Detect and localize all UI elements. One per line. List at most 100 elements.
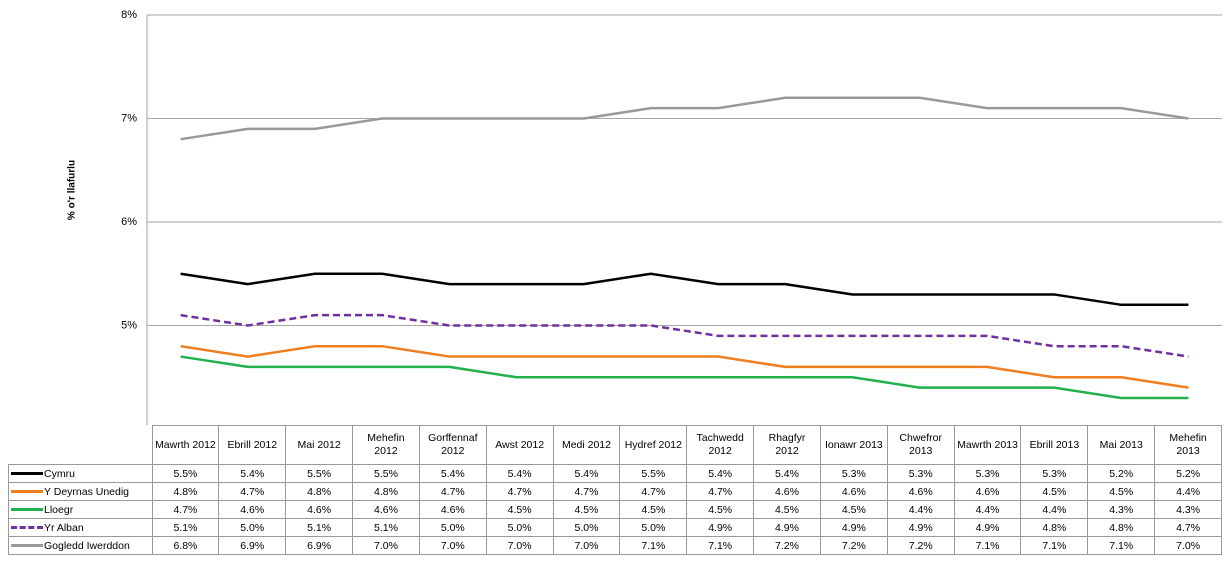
data-cell: 7.1% (1020, 536, 1089, 555)
data-cell: 4.5% (753, 500, 821, 519)
x-tick-label: Mehefin 2012 (352, 425, 420, 465)
legend-swatch (11, 472, 43, 476)
data-row: Yr Alban 5.1% 5.0% 5.1% 5.1% 5.0% 5.0% 5.0% 5.0%… (8, 518, 1222, 537)
x-tick-label: Mai 2012 (285, 425, 354, 465)
series-line (180, 272, 1189, 307)
data-cell: 4.9% (753, 518, 821, 537)
data-cell: 7.0% (485, 536, 554, 555)
data-cell: 4.5% (686, 500, 755, 519)
legend-label: Yr Alban (44, 521, 84, 534)
data-cell: 5.4% (418, 464, 487, 483)
data-cell: 4.9% (686, 518, 755, 537)
y-tick-label: 7% (121, 112, 137, 124)
data-cell: 4.6% (418, 500, 487, 519)
data-cell: 4.6% (753, 482, 821, 501)
x-tick-label: Mawrth 2013 (953, 425, 1022, 465)
data-cell: 4.6% (953, 482, 1022, 501)
data-cell: 6.9% (218, 536, 287, 555)
data-cell: 5.5% (151, 464, 220, 483)
data-cell: 5.0% (485, 518, 554, 537)
header-row: Mawrth 2012 Ebrill 2012 Mai 2012 Mehefin 20… (8, 425, 1222, 465)
data-row: Gogledd Iwerddon 6.8% 6.9% 6.9% 7.0% 7.0% 7.0%… (8, 536, 1222, 555)
series-line (180, 313, 1189, 358)
x-tick-label: Ebrill 2013 (1020, 425, 1089, 465)
data-cell: 4.7% (619, 482, 688, 501)
data-cell: 5.1% (352, 518, 420, 537)
data-cell: 4.4% (953, 500, 1022, 519)
x-tick-label: Medi 2012 (552, 425, 621, 465)
data-cell: 5.3% (953, 464, 1022, 483)
data-cell: 4.4% (1154, 482, 1222, 501)
data-cell: 4.5% (1087, 482, 1156, 501)
data-table: Mawrth 2012 Ebrill 2012 Mai 2012 Mehefin 20… (8, 425, 1222, 555)
legend-label: Cymru (44, 467, 75, 480)
data-cell: 4.6% (218, 500, 287, 519)
data-cell: 4.9% (819, 518, 888, 537)
series-line (180, 96, 1189, 141)
data-cell: 4.8% (151, 482, 220, 501)
data-cell: 7.0% (418, 536, 487, 555)
data-cell: 5.4% (218, 464, 287, 483)
data-cell: 5.3% (1020, 464, 1089, 483)
data-cell: 5.2% (1154, 464, 1222, 483)
data-cell: 4.8% (1020, 518, 1089, 537)
data-cell: 7.0% (352, 536, 420, 555)
series-line (180, 344, 1189, 389)
data-cell: 7.2% (753, 536, 821, 555)
x-tick-label: Mai 2013 (1087, 425, 1156, 465)
data-cell: 4.6% (819, 482, 888, 501)
legend-label: Y Deyrnas Unedig (44, 485, 130, 498)
data-cell: 4.4% (886, 500, 955, 519)
legend-swatch (11, 544, 43, 548)
data-cell: 7.1% (619, 536, 688, 555)
data-cell: 5.1% (285, 518, 354, 537)
data-cell: 5.4% (485, 464, 554, 483)
data-cell: 5.2% (1087, 464, 1156, 483)
x-tick-label: Gorffennaf 2012 (418, 425, 487, 465)
data-cell: 7.0% (552, 536, 621, 555)
data-cell: 4.3% (1087, 500, 1156, 519)
data-cell: 5.0% (418, 518, 487, 537)
data-cell: 7.2% (819, 536, 888, 555)
data-cell: 4.7% (686, 482, 755, 501)
y-tick-label: 6% (121, 216, 137, 228)
x-tick-label: Mehefin 2013 (1154, 425, 1222, 465)
data-cell: 5.4% (552, 464, 621, 483)
data-cell: 4.6% (886, 482, 955, 501)
x-tick-label: Ebrill 2012 (218, 425, 287, 465)
legend-label: Gogledd Iwerddon (44, 539, 130, 552)
data-cell: 4.7% (218, 482, 287, 501)
data-cell: 4.9% (886, 518, 955, 537)
x-tick-label: Rhagfyr 2012 (753, 425, 821, 465)
data-cell: 4.6% (285, 500, 354, 519)
data-cell: 4.4% (1020, 500, 1089, 519)
data-cell: 4.5% (819, 500, 888, 519)
legend-swatch (11, 508, 43, 512)
data-cell: 5.5% (352, 464, 420, 483)
legend-swatch (11, 526, 43, 530)
x-tick-label: Hydref 2012 (619, 425, 688, 465)
data-cell: 7.0% (1154, 536, 1222, 555)
data-cell: 4.5% (1020, 482, 1089, 501)
data-cell: 4.3% (1154, 500, 1222, 519)
legend-entry: Y Deyrnas Unedig (8, 482, 153, 501)
data-cell: 7.1% (1087, 536, 1156, 555)
legend-label: Lloegr (44, 503, 74, 516)
data-cell: 5.5% (285, 464, 354, 483)
data-cell: 5.0% (552, 518, 621, 537)
data-cell: 5.0% (218, 518, 287, 537)
data-row: Y Deyrnas Unedig 4.8% 4.7% 4.8% 4.8% 4.7% 4.7%… (8, 482, 1222, 501)
data-cell: 4.7% (485, 482, 554, 501)
series-line (180, 355, 1189, 400)
data-cell: 5.4% (753, 464, 821, 483)
x-tick-label: Chwefror 2013 (886, 425, 955, 465)
corner-cell (8, 425, 153, 465)
y-axis-title: % o'r llafurlu (67, 160, 78, 220)
data-cell: 4.5% (619, 500, 688, 519)
legend-entry: Gogledd Iwerddon (8, 536, 153, 555)
data-cell: 5.5% (619, 464, 688, 483)
data-cell: 4.7% (552, 482, 621, 501)
data-row: Cymru 5.5% 5.4% 5.5% 5.5% 5.4% 5.4% 5.4% 5.5% 5.4… (8, 464, 1222, 483)
